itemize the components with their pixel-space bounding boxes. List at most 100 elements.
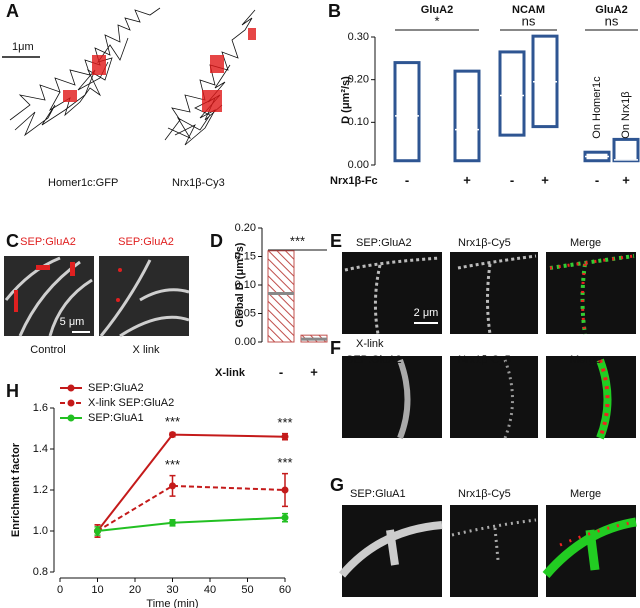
- box-label: On Nrx1β: [620, 91, 632, 138]
- significance: ***: [165, 457, 180, 472]
- column-title: SEP:GluA2: [346, 354, 402, 366]
- box: [498, 50, 526, 137]
- column-title: SEP:GluA1: [350, 488, 406, 500]
- point: [94, 527, 101, 535]
- y-tick-label: 0.30: [348, 31, 369, 43]
- y-tick-label: 0.10: [348, 116, 369, 128]
- group-title: NCAM: [512, 4, 545, 16]
- x-tick-label: -: [405, 172, 409, 187]
- column-title: Nrx1β-Cy5: [458, 354, 511, 366]
- panel-label: C: [6, 231, 19, 251]
- y-tick-label: 0.20: [235, 222, 256, 234]
- legend-marker: [67, 399, 75, 407]
- series-line: [96, 433, 286, 532]
- panel-label: D: [210, 231, 223, 251]
- x-axis-label: X-link: [215, 367, 246, 379]
- panel-label: H: [6, 381, 19, 401]
- x-tick-label: 0: [57, 584, 63, 596]
- panel-label: G: [330, 475, 344, 495]
- y-tick-label: 1.0: [33, 525, 48, 537]
- column-title: SEP:GluA2: [356, 237, 412, 249]
- panel-label: B: [328, 1, 341, 21]
- significance: ***: [165, 414, 180, 429]
- y-tick-label: 0.05: [235, 307, 256, 319]
- caption: Nrx1β-Cy3: [172, 177, 225, 189]
- labels-red: [14, 262, 122, 312]
- box: [612, 137, 640, 163]
- box: [393, 61, 421, 163]
- y-axis-label: D (μm²/s): [340, 76, 352, 124]
- x-tick-label: +: [541, 172, 549, 187]
- significance: ns: [605, 13, 619, 28]
- box: [453, 69, 481, 163]
- legend-label: SEP:GluA1: [88, 412, 144, 424]
- x-tick-label: 60: [279, 584, 291, 596]
- micrographs: [338, 252, 637, 597]
- x-tick-label: +: [463, 172, 471, 187]
- caption: Control: [30, 344, 65, 356]
- point: [281, 433, 289, 441]
- panel-label: A: [6, 1, 19, 21]
- column-title: Merge: [570, 237, 601, 249]
- point: [169, 519, 176, 527]
- scale-label: 2 μm: [414, 307, 439, 319]
- legend-marker: [67, 414, 75, 422]
- y-tick-label: 1.4: [33, 443, 48, 455]
- legend-label: SEP:GluA2: [88, 382, 144, 394]
- x-tick-label: -: [279, 364, 283, 379]
- x-tick-label: +: [310, 364, 318, 379]
- series-line: [96, 484, 286, 532]
- significance: ns: [522, 13, 536, 28]
- x-tick-label: -: [595, 172, 599, 187]
- group-title: GluA2: [595, 4, 627, 16]
- x-axis-label: Time (min): [146, 598, 198, 608]
- point: [169, 482, 176, 490]
- column-title: Nrx1β-Cy5: [458, 488, 511, 500]
- y-tick-label: 1.2: [33, 484, 48, 496]
- panel-label: E: [330, 231, 342, 251]
- caption: X link: [133, 344, 160, 356]
- y-tick-label: 1.6: [33, 402, 48, 414]
- scale-label: 5 μm: [60, 316, 85, 328]
- y-axis-label: Enrichment factor: [10, 442, 22, 537]
- x-tick-label: 30: [166, 584, 178, 596]
- scale-label: 1μm: [12, 41, 34, 53]
- x-tick-label: 20: [129, 584, 141, 596]
- panel-label: F: [330, 338, 341, 358]
- legend-marker: [67, 384, 75, 392]
- trajectories: [9, 7, 256, 146]
- point: [281, 514, 289, 522]
- x-tick-label: -: [510, 172, 514, 187]
- x-axis-label: Nrx1β-Fc: [330, 175, 378, 187]
- point: [281, 486, 289, 494]
- significance: ***: [277, 455, 292, 470]
- y-tick-label: 0.20: [348, 74, 369, 86]
- column-title: Nrx1β-Cy5: [458, 237, 511, 249]
- x-tick-label: +: [622, 172, 630, 187]
- y-tick-label: 0.00: [348, 159, 369, 171]
- clusters: [63, 28, 256, 112]
- group-title: GluA2: [421, 4, 453, 16]
- caption: Homer1c:GFP: [48, 177, 118, 189]
- x-tick-label: 50: [241, 584, 253, 596]
- column-title: Merge: [570, 354, 601, 366]
- box: [267, 250, 295, 343]
- panel-title: X-link: [356, 338, 384, 350]
- x-tick-label: 10: [91, 584, 103, 596]
- y-tick-label: 0.00: [235, 336, 256, 348]
- significance: *: [434, 13, 439, 28]
- image-title: SEP:GluA2: [20, 236, 76, 248]
- y-axis-label: Global D (μm²/s): [234, 242, 246, 327]
- image-title: SEP:GluA2: [118, 236, 174, 248]
- x-tick-label: 40: [204, 584, 216, 596]
- legend-label: X-link SEP:GluA2: [88, 397, 174, 409]
- point: [169, 431, 176, 439]
- dendrites: [4, 256, 190, 338]
- significance: ***: [277, 415, 292, 430]
- y-tick-label: 0.8: [33, 566, 48, 578]
- column-title: Merge: [570, 488, 601, 500]
- y-tick-label: 0.10: [235, 279, 256, 291]
- series-line: [97, 516, 286, 532]
- y-tick-label: 0.15: [235, 250, 256, 262]
